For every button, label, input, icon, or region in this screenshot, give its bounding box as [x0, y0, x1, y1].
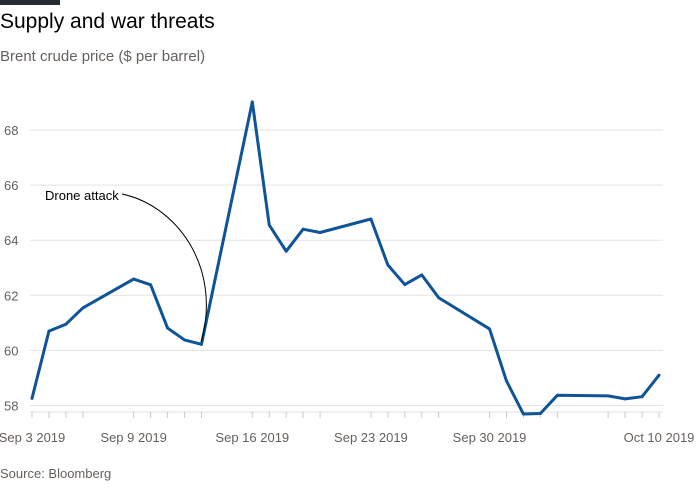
chart-title: Supply and war threats: [0, 10, 215, 33]
x-tick-label: Oct 10 2019: [624, 430, 695, 445]
data-point: [403, 283, 407, 286]
x-tick-label: Sep 30 2019: [453, 430, 527, 445]
data-point: [132, 277, 136, 281]
data-point: [538, 412, 542, 415]
data-point: [606, 394, 610, 398]
y-tick-label: 66: [4, 178, 18, 193]
annotation-label: Drone attack: [45, 188, 119, 203]
y-tick-label: 64: [4, 233, 18, 248]
x-tick-label: Sep 23 2019: [334, 430, 408, 445]
annotation-leader-line: [121, 193, 207, 342]
y-tick-label: 68: [4, 123, 18, 138]
data-point: [301, 227, 305, 231]
data-point: [555, 393, 559, 397]
data-point: [81, 306, 85, 310]
source-note: Source: Bloomberg: [0, 466, 112, 481]
data-point: [420, 273, 424, 277]
y-tick-label: 58: [4, 399, 18, 414]
data-point: [284, 249, 288, 253]
data-point: [250, 100, 254, 104]
data-point: [623, 397, 627, 401]
data-point: [267, 223, 271, 227]
data-point: [522, 412, 525, 416]
data-point: [386, 263, 390, 267]
data-point: [505, 379, 508, 383]
y-tick-label: 60: [4, 343, 18, 358]
data-point: [149, 283, 153, 287]
data-point: [64, 322, 68, 326]
data-point: [183, 338, 186, 342]
x-tick-label: Sep 9 2019: [100, 430, 167, 445]
data-point: [30, 396, 34, 400]
brand-bar: [0, 0, 60, 5]
data-point: [47, 329, 51, 333]
data-point: [369, 217, 373, 221]
chart-subtitle: Brent crude price ($ per barrel): [0, 48, 206, 65]
data-point: [437, 296, 441, 300]
data-point: [200, 342, 203, 346]
x-tick-label: Sep 16 2019: [215, 430, 289, 445]
series-line: [30, 100, 661, 416]
x-tick-label: Sep 3 2019: [0, 430, 65, 445]
data-point: [166, 326, 169, 330]
y-tick-label: 62: [4, 288, 18, 303]
data-point: [488, 327, 491, 331]
data-point: [657, 373, 661, 377]
data-point: [640, 395, 644, 399]
data-point: [318, 231, 322, 234]
